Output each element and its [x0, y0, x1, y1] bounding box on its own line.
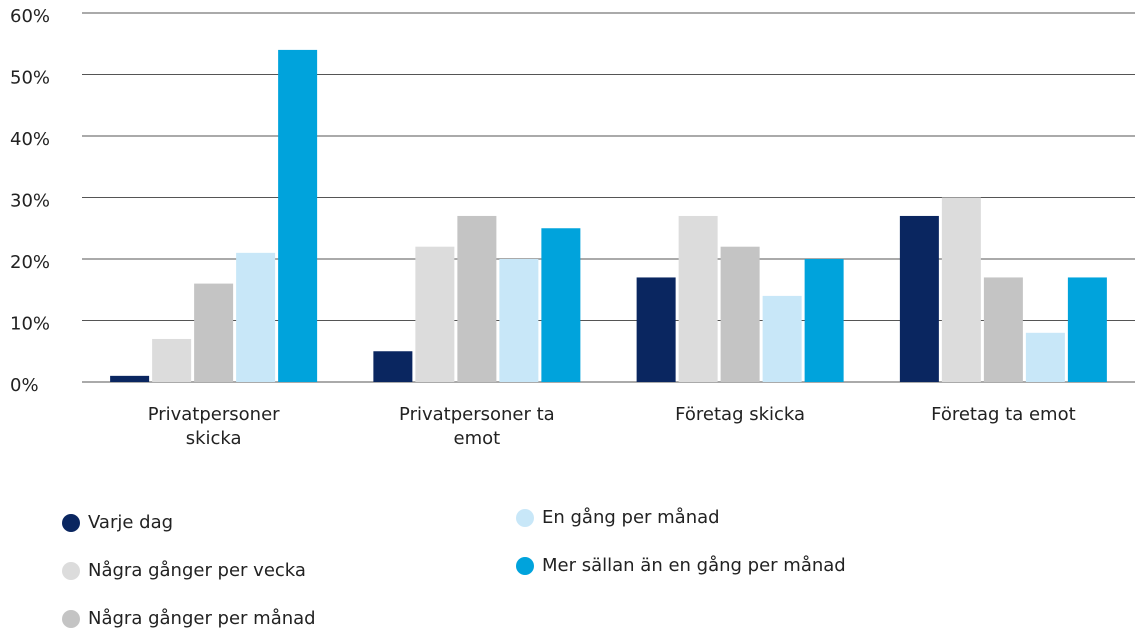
legend-item: Varje dag: [62, 512, 173, 533]
bar: [278, 49, 318, 383]
legend-label: Varje dag: [88, 512, 174, 533]
bar: [899, 215, 939, 382]
x-tick-label: Privatpersoner skicka: [147, 404, 280, 449]
bar: [636, 277, 676, 382]
legend-label: En gång per månad: [542, 507, 720, 528]
y-tick-label: 20%: [10, 252, 50, 273]
bar: [1025, 332, 1065, 382]
bar: [1067, 277, 1107, 382]
legend-swatch: [516, 508, 534, 527]
x-tick-label: Privatpersoner ta emot: [399, 404, 555, 449]
bar: [415, 246, 455, 382]
x-tick-label: Företag skicka: [675, 404, 806, 425]
bar: [983, 277, 1023, 382]
bar: [941, 197, 981, 382]
legend-item: Några gånger per vecka: [62, 560, 306, 581]
legend-item: Mer sällan än en gång per månad: [516, 555, 846, 576]
legend-item: En gång per månad: [516, 507, 720, 528]
legend-swatch: [62, 561, 80, 580]
bar: [678, 215, 718, 382]
x-tick-label: Företag ta emot: [931, 404, 1076, 425]
bar: [236, 252, 276, 382]
legend-swatch: [62, 513, 80, 532]
legend-label: Några gånger per vecka: [88, 560, 306, 581]
y-tick-label: 30%: [10, 191, 50, 212]
bar: [152, 338, 192, 382]
y-tick-label: 10%: [10, 314, 50, 335]
legend-label: Mer sällan än en gång per månad: [542, 555, 846, 576]
bar: [541, 228, 581, 382]
bar: [457, 215, 497, 382]
bar: [762, 295, 802, 382]
legend-label: Några gånger per månad: [88, 608, 316, 629]
bar: [373, 351, 413, 382]
y-tick-label: 40%: [10, 129, 50, 150]
y-tick-label: 0%: [10, 375, 39, 396]
y-tick-label: 60%: [10, 6, 50, 27]
legend-swatch: [62, 609, 80, 628]
bar: [804, 259, 844, 382]
legend-swatch: [516, 556, 534, 575]
y-tick-label: 50%: [10, 68, 50, 89]
legend-item: Några gånger per månad: [62, 608, 316, 629]
bar: [194, 283, 234, 382]
bar: [499, 259, 539, 382]
bar: [110, 375, 150, 382]
bar: [720, 246, 760, 382]
